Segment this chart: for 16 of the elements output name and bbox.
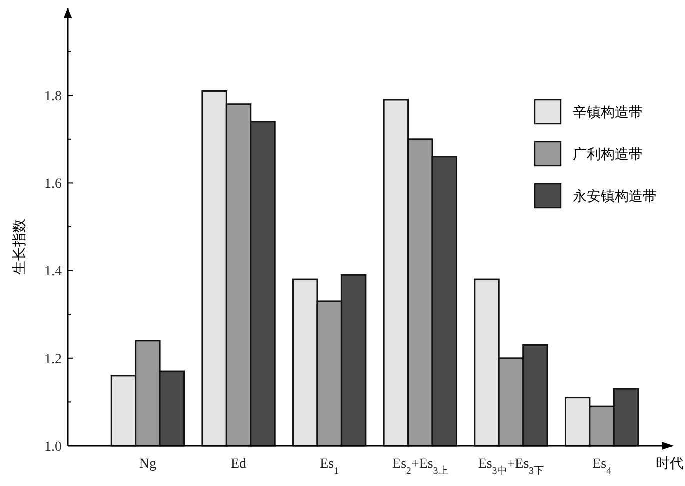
y-axis-title: 生长指数 [12,219,28,275]
x-tick-label: Es$_{3中}$+Es$_{3下}$ [478,457,544,476]
x-axis-title: 时代 [656,456,684,472]
x-tick-label: Ng [139,457,157,472]
legend-label: 永安镇构造带 [573,188,657,205]
x-tick-label: Es$_{2}$+Es$_{3上}$ [392,457,448,476]
y-tick-label: 1.4 [44,264,62,280]
y-tick-label: 1.8 [44,90,62,104]
x-tick-label: Es$_{1}$ [320,457,340,476]
legend-label: 辛镇构造带 [573,104,643,121]
x-tick-label: Ed [230,457,247,472]
y-tick-label: 1.0 [44,440,62,455]
y-tick-label: 1.6 [44,177,62,192]
x-tick-label: Es$_{4}$ [592,457,612,476]
legend-label: 广利构造带 [573,146,643,163]
y-tick-label: 1.2 [44,352,62,368]
